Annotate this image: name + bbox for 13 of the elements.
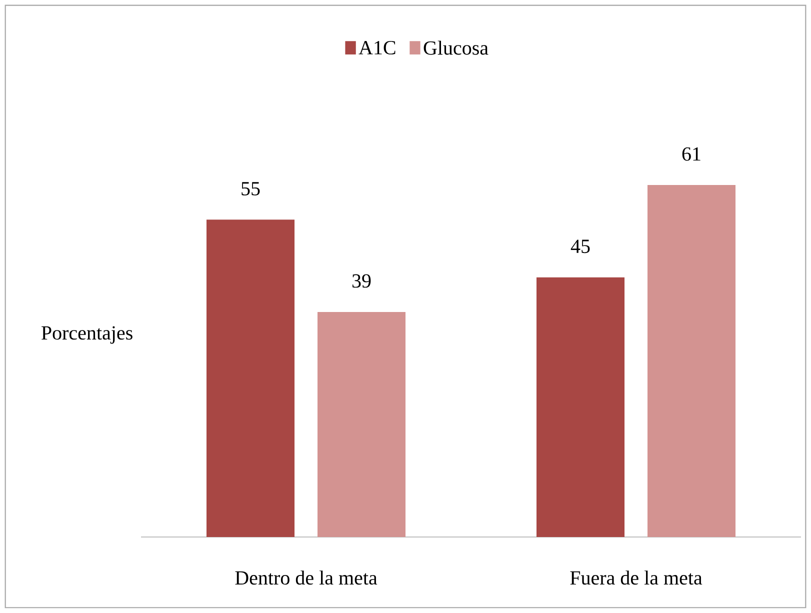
data-label: 61: [682, 147, 700, 161]
data-label: 45: [570, 240, 590, 254]
legend-label: A1C: [358, 41, 396, 54]
legend-label: Glucosa: [424, 40, 488, 55]
bar: [206, 220, 295, 537]
x-tick-label: Dentro de la meta: [235, 570, 378, 585]
data-label: 39: [352, 274, 371, 288]
x-tick-label: Fuera de la meta: [570, 570, 702, 585]
data-label: 55: [242, 182, 260, 196]
bar: [536, 277, 625, 537]
bar: [318, 312, 406, 537]
bar: [647, 185, 736, 537]
y-axis-title: Porcentajes: [42, 326, 132, 344]
